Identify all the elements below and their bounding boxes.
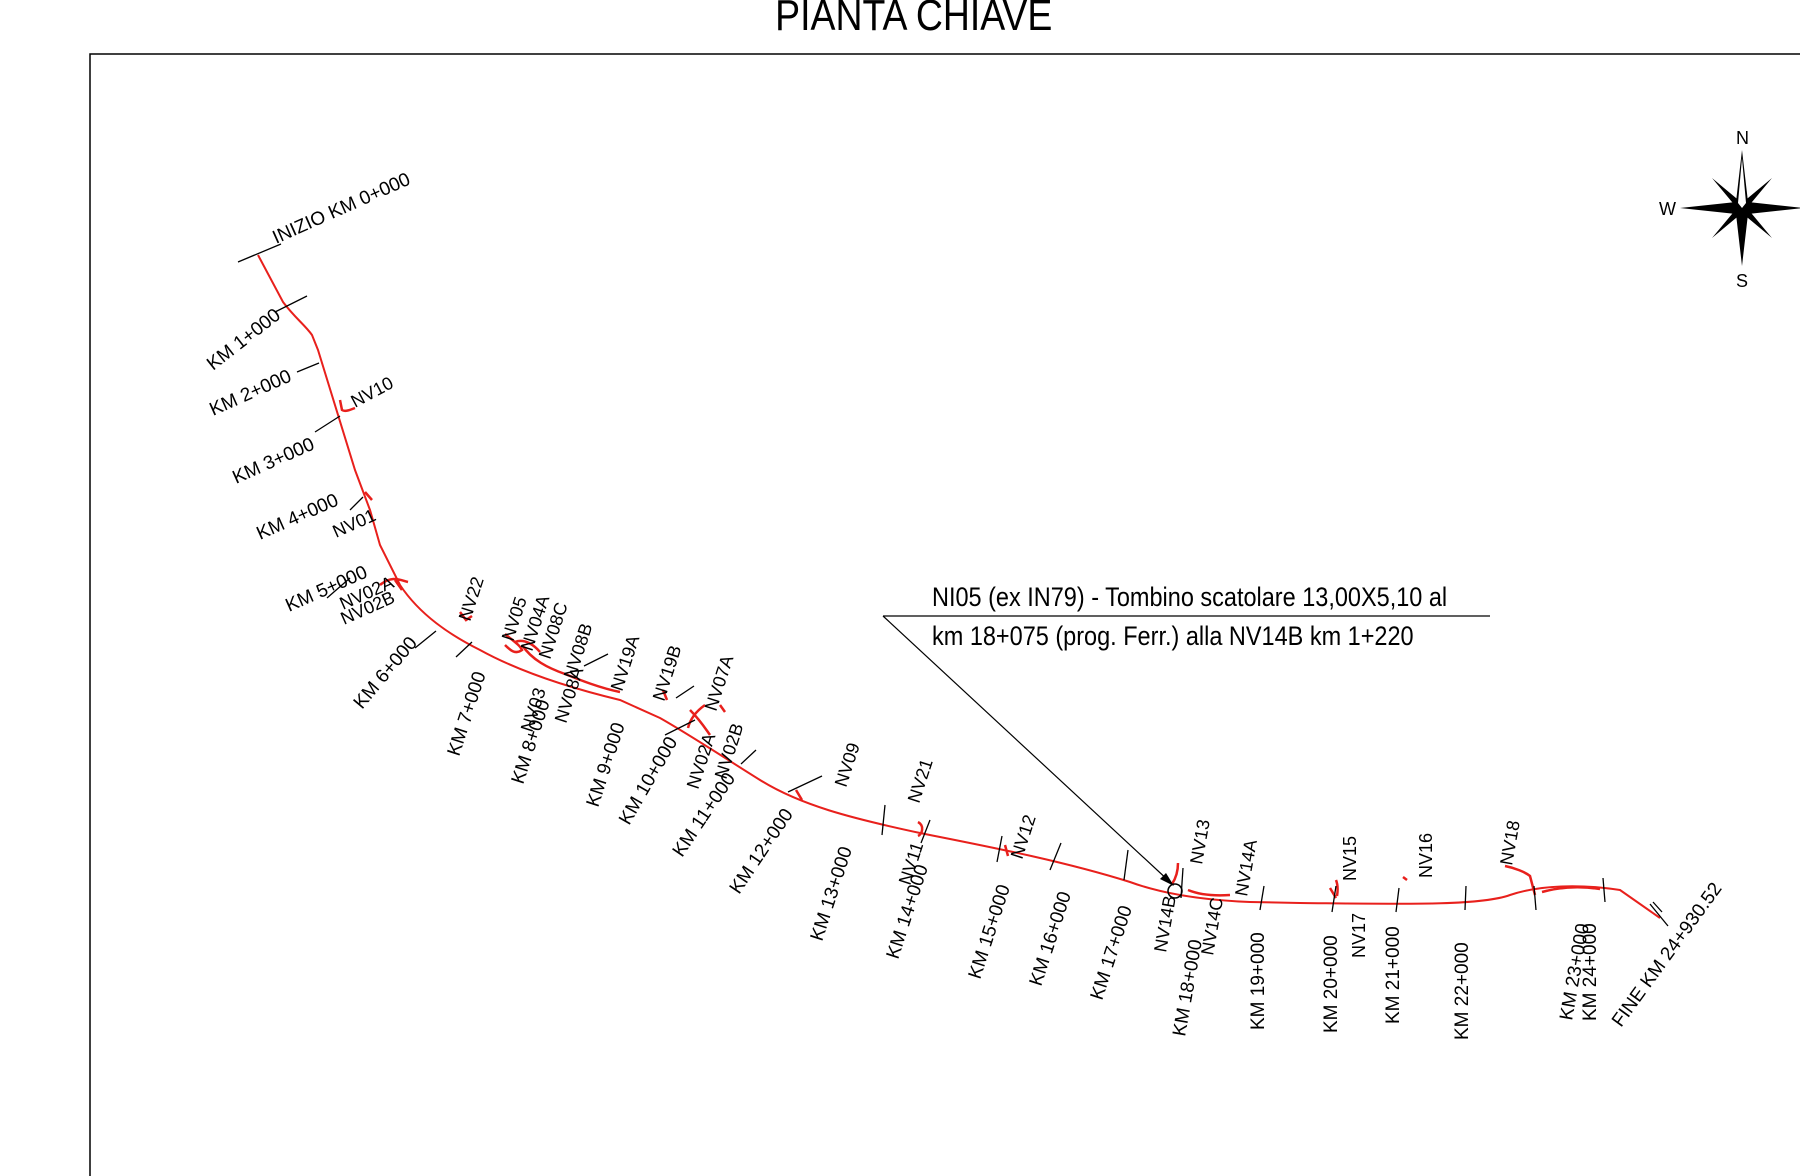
km-label-0: INIZIO KM 0+000 (269, 169, 413, 249)
km-label-7: KM 7+000 (444, 669, 491, 758)
km-label-16: KM 16+000 (1026, 889, 1076, 988)
compass-rose: N S W (1659, 128, 1800, 291)
km-tick-3 (314, 415, 341, 433)
nv-label-12: NV19B (649, 643, 686, 703)
km-label-15: KM 15+000 (965, 882, 1015, 981)
compass-s: S (1736, 271, 1748, 291)
nv-label-25: NV17 (1349, 913, 1369, 958)
nv-label-13: NV07A (701, 653, 738, 713)
nv-label-23: NV14C (1197, 896, 1227, 957)
km-label-13: KM 13+000 (807, 844, 857, 943)
km-tick-8 (583, 653, 609, 667)
nv-label-21: NV14A (1231, 838, 1261, 898)
compass-w: W (1659, 199, 1676, 219)
km-tick-14 (920, 819, 931, 844)
km-tick-6 (414, 630, 437, 649)
culvert-marker (1167, 883, 1183, 899)
km-label-2: KM 2+000 (206, 366, 294, 421)
nv-label-11: NV19A (607, 633, 644, 693)
km-tick-5 (326, 577, 351, 599)
nv-label-24: NV15 (1340, 836, 1360, 881)
km-label-20: KM 20+000 (1321, 935, 1342, 1033)
callout-line-1: NI05 (ex IN79) - Tombino scatolare 13,00… (932, 583, 1447, 613)
nv-label-20: NV13 (1186, 818, 1214, 866)
km-label-17: KM 17+000 (1087, 903, 1137, 1002)
km-tick-16 (1049, 842, 1062, 871)
nv-label-4: NV22 (455, 574, 488, 623)
km-tick-26 (1652, 901, 1663, 913)
km-tick-20 (1331, 885, 1337, 913)
km-tick-22 (1464, 885, 1467, 911)
km-tick-23 (1533, 885, 1537, 911)
km-tick-21 (1395, 887, 1400, 913)
km-label-4: KM 4+000 (253, 490, 341, 545)
km-label-6: KM 6+000 (350, 633, 422, 713)
nv-label-26: NV16 (1416, 833, 1436, 878)
km-tick-25 (1649, 903, 1669, 927)
km-label-22: KM 22+000 (1452, 942, 1473, 1040)
nv-label-0: NV10 (347, 373, 396, 412)
nv-label-17: NV21 (904, 756, 937, 805)
nv-label-10: NV08A (551, 665, 588, 725)
nv-label-22: NV14B (1150, 894, 1180, 954)
compass-n: N (1736, 128, 1749, 148)
callout-arrowhead (1160, 873, 1174, 886)
km-tick-1 (274, 295, 308, 313)
km-tick-4 (349, 496, 364, 511)
km-tick-15 (996, 835, 1003, 863)
km-label-10: KM 10+000 (615, 733, 682, 828)
nv-label-16: NV09 (831, 740, 864, 789)
km-label-24: KM 24+000 (1580, 923, 1601, 1021)
compass-star-highlight-icon (1738, 158, 1746, 208)
nv-label-27: NV18 (1496, 819, 1524, 867)
km-tick-9 (675, 685, 695, 699)
km-tick-marks (237, 243, 1669, 927)
km-label-19: KM 19+000 (1248, 932, 1269, 1030)
km-tick-2 (296, 362, 320, 373)
nv-label-19: NV12 (1007, 812, 1040, 861)
km-label-25: FINE KM 24+930.52 (1608, 879, 1726, 1031)
km-label-21: KM 21+000 (1383, 926, 1404, 1024)
callout-line-2: km 18+075 (prog. Ferr.) alla NV14B km 1+… (932, 622, 1414, 652)
map-title: PIANTA CHIAVE (775, 0, 1053, 40)
km-label-3: KM 3+000 (229, 434, 317, 489)
callout-leader-line (882, 615, 1171, 883)
km-tick-0 (237, 243, 282, 263)
km-tick-10 (664, 719, 696, 736)
km-tick-12 (787, 775, 823, 793)
callout: NI05 (ex IN79) - Tombino scatolare 13,00… (882, 583, 1490, 899)
drawing-frame (89, 53, 1800, 1176)
km-tick-11 (740, 749, 757, 765)
km-label-9: KM 9+000 (583, 720, 630, 809)
km-label-12: KM 12+000 (726, 805, 798, 898)
route-alignment (257, 254, 1661, 919)
nv-label-15: NV02B (711, 721, 748, 781)
km-tick-24 (1602, 877, 1606, 903)
km-tick-19 (1259, 885, 1265, 911)
km-tick-13 (881, 804, 886, 836)
km-tick-7 (455, 641, 473, 658)
km-tick-17 (1123, 849, 1129, 881)
km-label-1: KM 1+000 (203, 305, 285, 375)
